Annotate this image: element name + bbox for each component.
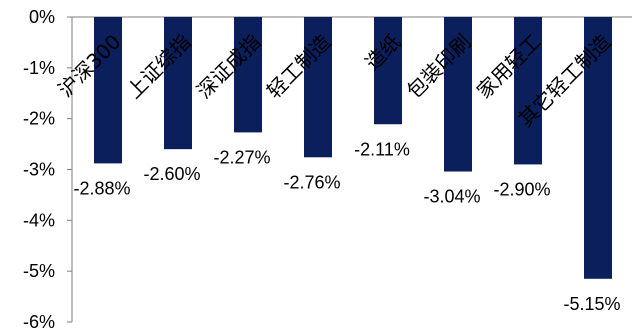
data-label: -2.27% — [213, 147, 270, 167]
data-label: -3.04% — [423, 187, 480, 207]
y-tick-label: -4% — [23, 210, 55, 230]
data-label: -2.76% — [283, 172, 340, 192]
y-tick-label: -1% — [23, 58, 55, 78]
data-labels: -2.88% -2.60% -2.27% -2.76% -2.11% -3.04% -2.9… — [73, 139, 620, 314]
bar — [584, 17, 612, 279]
bar — [164, 17, 192, 150]
data-label: -2.90% — [493, 179, 550, 199]
data-label: -2.11% — [354, 139, 410, 159]
y-tick-label: -6% — [23, 312, 55, 332]
bars — [94, 17, 612, 279]
bar — [514, 17, 542, 165]
bar — [374, 17, 402, 125]
y-axis: 0% -1% -2% -3% -4% -5% -6% — [23, 7, 632, 332]
y-tick-label: -2% — [23, 109, 55, 129]
y-tick-label: 0% — [29, 7, 55, 27]
bar — [94, 17, 122, 164]
y-tick-label: -3% — [23, 160, 55, 180]
data-label: -2.88% — [73, 178, 130, 198]
data-label: -5.15% — [563, 294, 620, 314]
bar — [234, 17, 262, 133]
bar — [444, 17, 472, 172]
bar — [304, 17, 332, 158]
y-tick-label: -5% — [23, 261, 55, 281]
data-label: -2.60% — [143, 164, 200, 184]
